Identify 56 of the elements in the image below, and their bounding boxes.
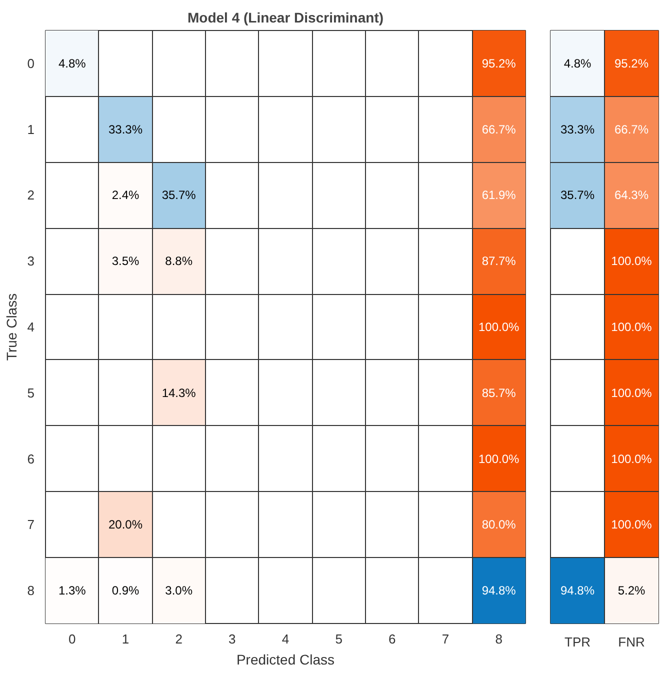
x-tick-label: 1 xyxy=(122,632,130,646)
y-tick-label: 3 xyxy=(27,254,35,269)
data-label: 95.2% xyxy=(614,56,649,70)
data-label: 100.0% xyxy=(478,320,520,334)
data-label: 4.8% xyxy=(58,56,86,70)
data-label: 0.9% xyxy=(112,584,140,598)
chart-title: Model 4 (Linear Discriminant) xyxy=(187,10,384,26)
data-label: 95.2% xyxy=(482,56,516,70)
data-label: 66.7% xyxy=(482,122,516,136)
data-label: 85.7% xyxy=(482,386,516,400)
x-axis-title: Predicted Class xyxy=(236,652,335,668)
data-label: 3.5% xyxy=(112,254,140,268)
data-label: 3.0% xyxy=(165,584,193,598)
data-label: 94.8% xyxy=(482,584,516,598)
data-label: 14.3% xyxy=(162,386,196,400)
data-label: 5.2% xyxy=(618,584,646,598)
data-label: 66.7% xyxy=(614,122,649,136)
data-label: 33.3% xyxy=(560,122,595,136)
y-tick-label: 7 xyxy=(27,517,35,532)
x-tick-label: 5 xyxy=(335,632,342,646)
data-label: 33.3% xyxy=(108,122,143,136)
x-tick-label: TPR xyxy=(564,634,590,650)
data-label: 100.0% xyxy=(478,452,520,466)
y-axis-title: True Class xyxy=(3,293,20,361)
data-label: 61.9% xyxy=(482,188,516,202)
data-label: 87.7% xyxy=(482,254,516,268)
data-label: 64.3% xyxy=(614,188,649,202)
data-label: 35.7% xyxy=(560,188,595,202)
y-tick-label: 5 xyxy=(27,385,35,400)
x-tick-label: 7 xyxy=(442,632,450,646)
x-tick-label: 8 xyxy=(495,632,502,646)
data-label: 1.3% xyxy=(58,584,86,598)
x-tick-label: 3 xyxy=(228,632,236,646)
y-tick-label: 1 xyxy=(27,122,35,137)
data-label: 100.0% xyxy=(611,452,652,466)
data-label: 94.8% xyxy=(560,584,595,598)
data-label: 8.8% xyxy=(165,254,193,268)
x-tick-label: 6 xyxy=(388,632,396,646)
y-tick-label: 0 xyxy=(27,56,35,71)
y-tick-label: 8 xyxy=(27,583,35,598)
y-tick-label: 4 xyxy=(27,320,35,334)
x-tick-label: 4 xyxy=(282,632,290,646)
x-tick-label: 0 xyxy=(68,632,76,646)
data-label: 2.4% xyxy=(112,188,140,202)
data-label: 100.0% xyxy=(611,320,652,334)
x-tick-label: 2 xyxy=(175,632,182,646)
data-label: 80.0% xyxy=(482,518,516,532)
data-label: 100.0% xyxy=(611,518,652,532)
y-tick-label: 6 xyxy=(27,451,35,466)
data-label: 35.7% xyxy=(162,188,196,202)
x-tick-label: FNR xyxy=(618,634,645,650)
data-label: 100.0% xyxy=(611,254,652,268)
data-label: 100.0% xyxy=(611,386,652,400)
data-label: 20.0% xyxy=(108,518,143,532)
data-label: 4.8% xyxy=(564,56,592,70)
y-tick-label: 2 xyxy=(27,188,35,203)
